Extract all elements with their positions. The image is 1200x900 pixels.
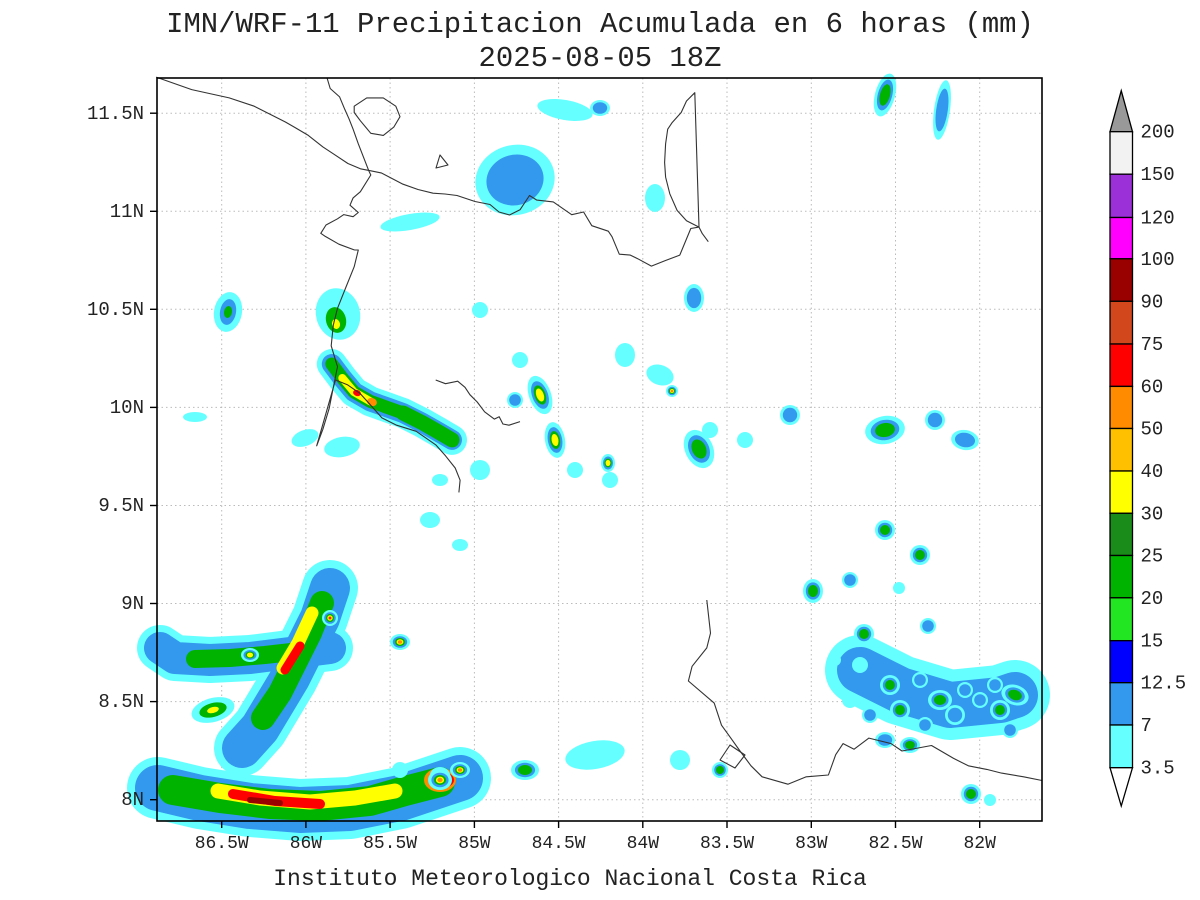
svg-text:85W: 85W (458, 834, 491, 854)
svg-text:75: 75 (1141, 334, 1164, 356)
svg-text:100: 100 (1141, 249, 1175, 271)
svg-text:40: 40 (1141, 461, 1164, 483)
svg-text:83W: 83W (795, 834, 828, 854)
svg-text:82.5W: 82.5W (868, 834, 922, 854)
svg-text:8N: 8N (121, 789, 144, 811)
svg-text:30: 30 (1141, 503, 1164, 525)
svg-text:8.5N: 8.5N (98, 691, 144, 713)
svg-text:25: 25 (1141, 546, 1164, 568)
svg-text:150: 150 (1141, 164, 1175, 186)
svg-text:2025-08-05 18Z: 2025-08-05 18Z (479, 42, 722, 75)
svg-text:86W: 86W (290, 834, 323, 854)
svg-text:11.5N: 11.5N (87, 103, 144, 125)
svg-text:9.5N: 9.5N (98, 495, 144, 517)
svg-text:IMN/WRF-11 Precipitacion Acumu: IMN/WRF-11 Precipitacion Acumulada en 6 … (166, 8, 1034, 41)
svg-text:83.5W: 83.5W (700, 834, 754, 854)
svg-text:11N: 11N (110, 201, 144, 223)
svg-text:82W: 82W (963, 834, 996, 854)
svg-text:12.5: 12.5 (1141, 673, 1187, 695)
svg-text:86.5W: 86.5W (195, 834, 249, 854)
svg-text:7: 7 (1141, 715, 1152, 737)
svg-text:200: 200 (1141, 122, 1175, 144)
svg-text:10.5N: 10.5N (87, 299, 144, 321)
svg-text:15: 15 (1141, 631, 1164, 653)
svg-text:90: 90 (1141, 291, 1164, 313)
svg-text:10N: 10N (110, 397, 144, 419)
svg-text:84.5W: 84.5W (532, 834, 586, 854)
svg-text:60: 60 (1141, 376, 1164, 398)
svg-text:Instituto Meteorologico Naci: Instituto Meteorologico Nacional Costa R… (273, 866, 867, 892)
svg-text:120: 120 (1141, 208, 1175, 230)
svg-text:3.5: 3.5 (1141, 758, 1175, 780)
svg-text:9N: 9N (121, 593, 144, 615)
svg-text:50: 50 (1141, 419, 1164, 441)
svg-text:85.5W: 85.5W (363, 834, 417, 854)
svg-text:20: 20 (1141, 588, 1164, 610)
svg-text:84W: 84W (627, 834, 660, 854)
